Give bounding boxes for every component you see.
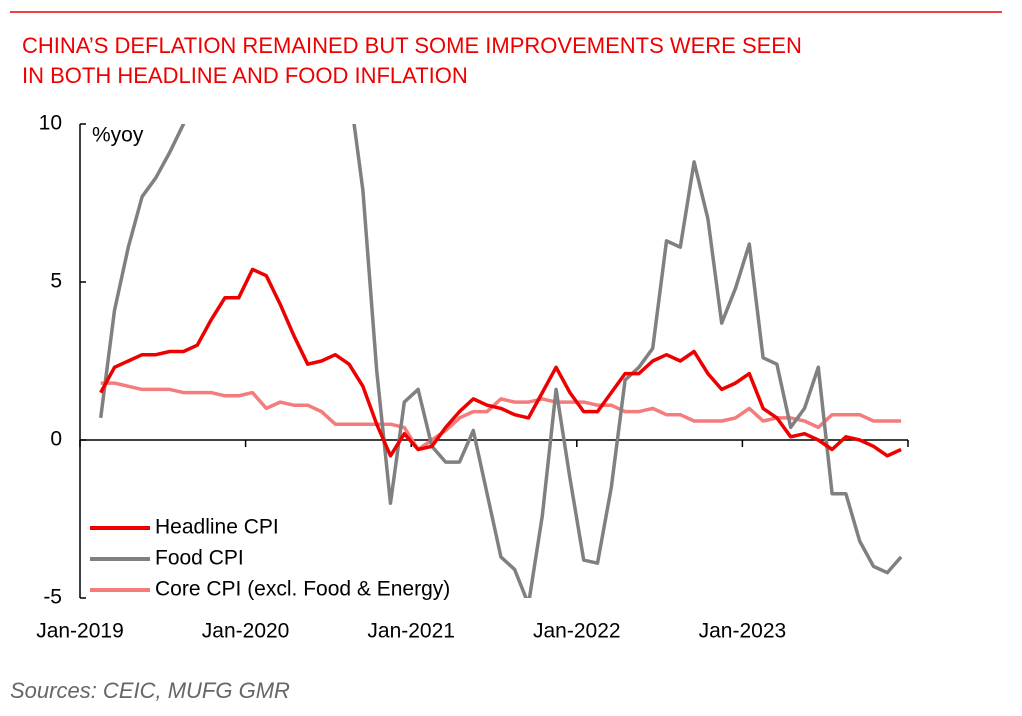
legend-label: Core CPI (excl. Food & Energy) — [155, 578, 450, 601]
chart-title: CHINA’S DEFLATION REMAINED BUT SOME IMPR… — [22, 33, 802, 58]
legend-label: Headline CPI — [155, 516, 279, 539]
y-tick-label: 5 — [50, 270, 62, 293]
x-tick-label: Jan-2022 — [533, 620, 621, 643]
y-tick-label: 0 — [50, 428, 62, 451]
x-tick-label: Jan-2021 — [367, 620, 455, 643]
legend-label: Food CPI — [155, 547, 244, 570]
x-tick-label: Jan-2023 — [699, 620, 787, 643]
line-series — [98, 124, 903, 598]
y-axis-label: %yoy — [92, 124, 144, 147]
x-tick-label: Jan-2019 — [36, 620, 124, 643]
source: Sources: CEIC, MUFG GMR — [10, 678, 290, 703]
line-series — [100, 381, 902, 452]
chart-subtitle: IN BOTH HEADLINE AND FOOD INFLATION — [22, 63, 468, 88]
y-tick-label: 10 — [39, 112, 62, 135]
y-tick-label: -5 — [43, 586, 62, 609]
x-tick-label: Jan-2020 — [202, 620, 290, 643]
plot-area — [98, 124, 903, 598]
line-series — [99, 267, 902, 458]
